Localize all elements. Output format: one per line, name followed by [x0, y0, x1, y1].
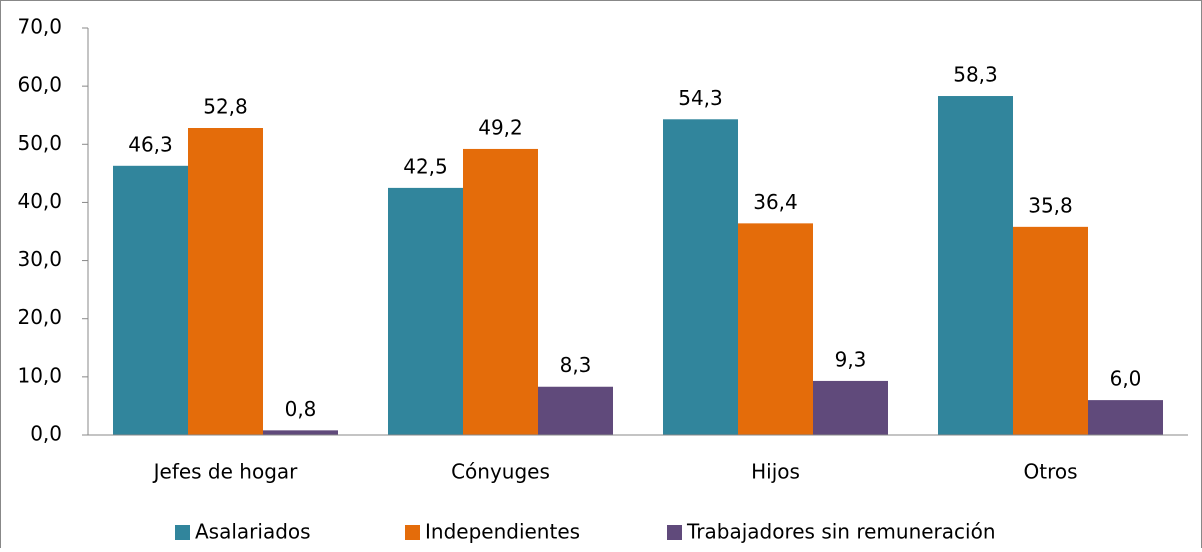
x-tick-label: Cónyuges	[451, 460, 550, 484]
bar	[813, 380, 888, 435]
value-label: 58,3	[953, 63, 998, 87]
bar	[463, 148, 538, 436]
value-label: 36,4	[753, 190, 798, 214]
bar	[663, 119, 738, 435]
bar	[1088, 400, 1163, 435]
value-label: 49,2	[478, 115, 523, 139]
legend-swatch	[405, 525, 420, 540]
legend-swatch	[667, 525, 682, 540]
y-tick-label: 70,0	[17, 15, 62, 39]
x-tick-label: Hijos	[751, 460, 800, 484]
bar	[113, 165, 188, 435]
bar	[388, 187, 463, 435]
bar	[938, 96, 1013, 435]
value-label: 42,5	[403, 154, 448, 178]
x-tick-label: Otros	[1023, 460, 1077, 484]
bar	[738, 223, 813, 435]
bar	[1013, 226, 1088, 435]
y-tick-label: 10,0	[17, 363, 62, 387]
y-tick-label: 0,0	[30, 422, 62, 446]
x-tick-label: Jefes de hogar	[152, 460, 299, 484]
value-label: 9,3	[835, 347, 867, 371]
y-tick-label: 20,0	[17, 305, 62, 329]
bar	[263, 430, 338, 435]
value-label: 52,8	[203, 95, 248, 119]
value-label: 35,8	[1028, 193, 1073, 217]
y-tick-label: 40,0	[17, 189, 62, 213]
bar	[188, 128, 263, 435]
legend-label: Asalariados	[195, 520, 311, 544]
y-tick-label: 30,0	[17, 247, 62, 271]
legend-label: Independientes	[425, 520, 580, 544]
y-tick-label: 50,0	[17, 131, 62, 155]
value-label: 46,3	[128, 132, 173, 156]
value-label: 54,3	[678, 86, 723, 110]
value-label: 0,8	[285, 397, 317, 421]
legend-swatch	[175, 525, 190, 540]
bar	[538, 386, 613, 435]
value-label: 8,3	[560, 353, 592, 377]
legend-label: Trabajadores sin remuneración	[686, 520, 996, 544]
value-label: 6,0	[1110, 367, 1142, 391]
y-tick-label: 60,0	[17, 73, 62, 97]
